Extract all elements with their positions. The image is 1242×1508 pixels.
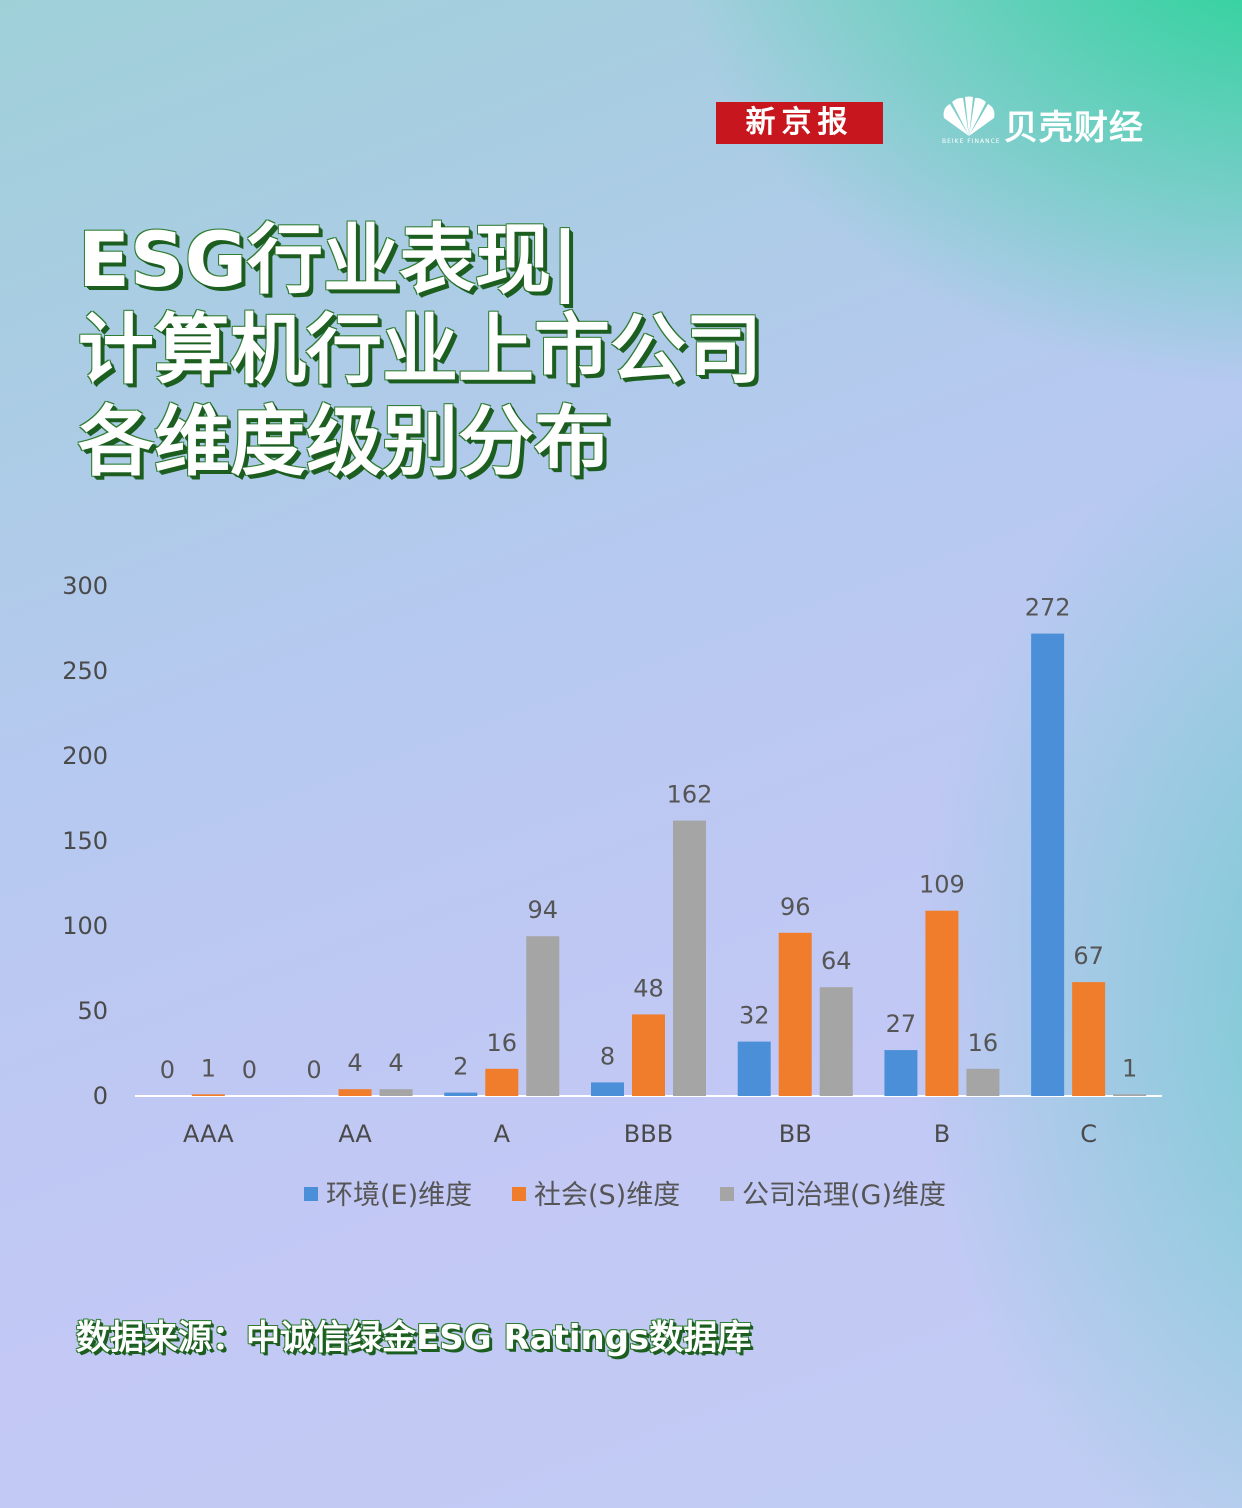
data-label: 16 bbox=[487, 1029, 518, 1057]
data-label: 4 bbox=[347, 1049, 362, 1077]
data-label: 67 bbox=[1073, 942, 1104, 970]
bar-a-series-1 bbox=[444, 1092, 478, 1096]
y-tick-label: 150 bbox=[62, 827, 108, 855]
x-category-label: BB bbox=[779, 1120, 812, 1148]
y-tick-label: 50 bbox=[77, 997, 108, 1025]
bar-bbb-series-1 bbox=[591, 1082, 624, 1096]
data-label: 272 bbox=[1025, 594, 1071, 622]
bar-a-series-2 bbox=[485, 1068, 519, 1096]
y-tick-label: 300 bbox=[62, 572, 108, 600]
data-label: 1 bbox=[201, 1054, 216, 1082]
x-category-label: A bbox=[494, 1120, 511, 1148]
y-tick-label: 250 bbox=[62, 657, 108, 685]
y-tick-label: 200 bbox=[62, 742, 108, 770]
legend-label: 公司治理(G)维度 bbox=[742, 1180, 946, 1211]
title-line-3: 各维度级别分布 bbox=[78, 397, 610, 486]
bar-bbb-series-2 bbox=[632, 1014, 665, 1096]
bar-b-series-2 bbox=[925, 910, 959, 1096]
x-category-label: B bbox=[934, 1120, 950, 1148]
y-axis-ticks: 0 50 100 150 200 250 300 bbox=[62, 572, 108, 1110]
data-label: 48 bbox=[633, 974, 664, 1002]
bar-c-series-2 bbox=[1072, 982, 1106, 1096]
y-tick-label: 0 bbox=[93, 1082, 108, 1110]
bars-group bbox=[191, 633, 1147, 1096]
beike-finance-subtext: BEIKE FINANCE bbox=[942, 138, 1001, 145]
shell-icon bbox=[943, 96, 995, 136]
data-label: 27 bbox=[886, 1010, 917, 1038]
legend-swatch bbox=[304, 1187, 318, 1201]
data-label: 32 bbox=[739, 1002, 770, 1030]
bar-aa-series-2 bbox=[338, 1089, 372, 1096]
bar-aaa-series-2 bbox=[191, 1094, 225, 1096]
bar-bb-series-1 bbox=[737, 1041, 771, 1096]
x-category-label: C bbox=[1080, 1120, 1097, 1148]
bar-bbb-series-3 bbox=[673, 820, 706, 1096]
data-label: 16 bbox=[968, 1029, 999, 1057]
data-source-note: 数据来源：中诚信绿金ESG Ratings数据库 bbox=[76, 1318, 752, 1358]
legend: 环境(E)维度 社会(S)维度 公司治理(G)维度 bbox=[304, 1180, 946, 1211]
data-label: 162 bbox=[667, 781, 713, 809]
legend-swatch bbox=[720, 1187, 734, 1201]
category-labels-group: AAA AA A BBB BB B C bbox=[183, 1120, 1097, 1148]
beike-finance-logo: 贝壳财经 BEIKE FINANCE bbox=[938, 96, 1168, 152]
x-category-label: AA bbox=[338, 1120, 372, 1148]
data-label: 0 bbox=[306, 1056, 321, 1084]
legend-swatch bbox=[512, 1187, 526, 1201]
x-category-label: AAA bbox=[183, 1120, 234, 1148]
data-label: 109 bbox=[919, 871, 965, 899]
bar-bb-series-2 bbox=[778, 932, 812, 1096]
data-label: 94 bbox=[528, 896, 559, 924]
data-label: 64 bbox=[821, 947, 852, 975]
bar-c-series-3 bbox=[1113, 1094, 1147, 1096]
data-label: 1 bbox=[1122, 1054, 1137, 1082]
title-line-2: 计算机行业上市公司 bbox=[78, 305, 762, 394]
data-label: 96 bbox=[780, 893, 811, 921]
data-label: 8 bbox=[600, 1042, 615, 1070]
bar-bb-series-3 bbox=[819, 987, 853, 1096]
data-label: 2 bbox=[453, 1053, 468, 1081]
bar-b-series-3 bbox=[966, 1068, 1000, 1096]
xinjingbao-logo: 新京报 bbox=[716, 102, 883, 144]
data-label: 0 bbox=[242, 1056, 257, 1084]
data-label: 4 bbox=[388, 1049, 403, 1077]
data-label: 0 bbox=[160, 1056, 175, 1084]
legend-label: 社会(S)维度 bbox=[534, 1180, 680, 1211]
beike-finance-text: 贝壳财经 bbox=[1004, 108, 1144, 148]
bar-a-series-3 bbox=[526, 936, 560, 1096]
bar-b-series-1 bbox=[884, 1050, 918, 1096]
bar-c-series-1 bbox=[1031, 633, 1065, 1096]
legend-label: 环境(E)维度 bbox=[326, 1180, 472, 1211]
title-line-1: ESG行业表现| bbox=[78, 215, 579, 304]
x-category-label: BBB bbox=[624, 1120, 673, 1148]
bar-aa-series-3 bbox=[379, 1089, 413, 1096]
y-tick-label: 100 bbox=[62, 912, 108, 940]
